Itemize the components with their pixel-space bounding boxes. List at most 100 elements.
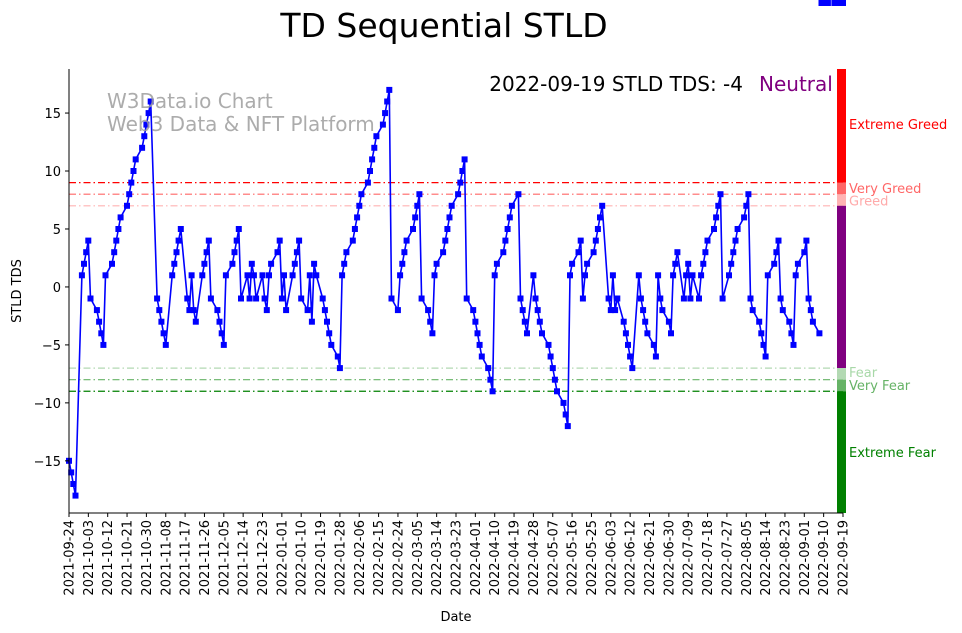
data-point <box>281 272 287 279</box>
data-point <box>401 249 408 256</box>
data-point <box>741 214 748 221</box>
data-point <box>367 168 373 174</box>
data-point <box>373 133 380 140</box>
data-point <box>384 98 391 105</box>
data-point <box>418 295 425 302</box>
x-tick-label: 2022-03-14 <box>430 520 445 596</box>
zone-bar-segment <box>837 182 846 195</box>
x-tick-label: 2022-05-16 <box>566 520 581 596</box>
data-point <box>657 295 664 302</box>
data-point <box>775 237 782 244</box>
data-point <box>650 341 657 348</box>
x-tick-label: 2022-06-12 <box>624 520 639 596</box>
y-tick-label: 15 <box>44 107 61 122</box>
data-point <box>685 260 692 267</box>
data-point <box>612 307 619 314</box>
data-point <box>448 202 455 209</box>
data-point <box>801 249 808 256</box>
data-point <box>554 388 560 395</box>
data-point <box>111 249 118 256</box>
data-point <box>397 272 404 279</box>
data-point <box>446 214 453 221</box>
threshold-lines <box>69 182 843 392</box>
x-tick-label: 2022-02-06 <box>353 520 368 596</box>
data-point <box>493 260 500 267</box>
x-tick-label: 2022-06-03 <box>604 520 619 596</box>
data-point <box>545 341 552 348</box>
y-tick-label: −15 <box>34 455 61 470</box>
x-tick-label: 2022-04-10 <box>488 520 503 596</box>
zone-label: Very Greed <box>849 182 921 197</box>
data-point <box>696 295 702 302</box>
data-point <box>444 226 451 232</box>
data-point <box>293 249 300 256</box>
data-point <box>274 249 281 256</box>
x-tick-label: 2021-12-23 <box>256 520 271 596</box>
data-point <box>670 272 677 279</box>
data-point <box>336 365 343 372</box>
data-point <box>233 237 240 244</box>
data-point <box>416 191 423 198</box>
data-point <box>771 260 778 267</box>
x-tick-label: 2022-07-27 <box>720 520 735 596</box>
data-point <box>824 0 831 6</box>
data-point <box>502 237 509 244</box>
data-point <box>85 237 92 244</box>
data-point <box>700 260 707 267</box>
data-point <box>341 260 348 267</box>
data-point <box>78 272 85 279</box>
data-point <box>248 260 255 267</box>
watermark-line-1: W3Data.io Chart <box>107 89 273 113</box>
data-point <box>506 214 513 221</box>
data-point <box>698 272 705 279</box>
x-tick-label: 2022-05-07 <box>546 520 561 596</box>
data-point <box>394 307 401 314</box>
x-tick-label: 2021-11-26 <box>198 520 213 596</box>
sentiment-zone-bar <box>837 69 846 513</box>
data-point <box>625 341 631 348</box>
data-point <box>599 202 606 209</box>
data-point <box>584 260 591 267</box>
data-point <box>207 295 214 302</box>
data-point <box>253 295 260 302</box>
data-point <box>605 295 612 302</box>
data-point <box>592 237 599 244</box>
data-point <box>803 237 810 244</box>
data-point <box>790 341 797 348</box>
data-point <box>640 307 647 314</box>
data-point <box>442 237 449 244</box>
y-tick-label: 10 <box>44 165 61 180</box>
data-point <box>205 237 212 244</box>
data-point <box>388 295 395 302</box>
data-point <box>564 423 571 430</box>
data-point <box>291 260 298 267</box>
data-point <box>431 272 438 279</box>
x-tick-label: 2022-04-19 <box>508 520 523 596</box>
data-point <box>489 388 496 395</box>
data-point <box>141 133 148 140</box>
data-point <box>711 226 717 232</box>
x-tick-label: 2021-10-30 <box>140 520 155 596</box>
data-point <box>717 191 724 198</box>
data-point <box>276 237 283 244</box>
data-point <box>609 272 616 279</box>
data-point <box>222 272 229 279</box>
data-point <box>732 237 739 244</box>
data-point <box>760 341 767 348</box>
data-point <box>102 272 109 279</box>
data-point <box>680 295 687 302</box>
data-point <box>747 295 754 302</box>
data-point <box>530 272 537 279</box>
data-point <box>354 214 361 221</box>
data-point <box>515 191 522 198</box>
data-point <box>321 307 328 314</box>
data-point <box>216 318 223 325</box>
x-tick-label: 2022-08-05 <box>740 520 755 596</box>
data-point <box>607 307 614 314</box>
data-point <box>334 353 341 360</box>
x-tick-label: 2022-02-24 <box>391 520 406 596</box>
data-point <box>177 226 184 232</box>
data-point <box>304 307 311 314</box>
data-point <box>173 249 180 256</box>
data-point <box>266 272 272 279</box>
